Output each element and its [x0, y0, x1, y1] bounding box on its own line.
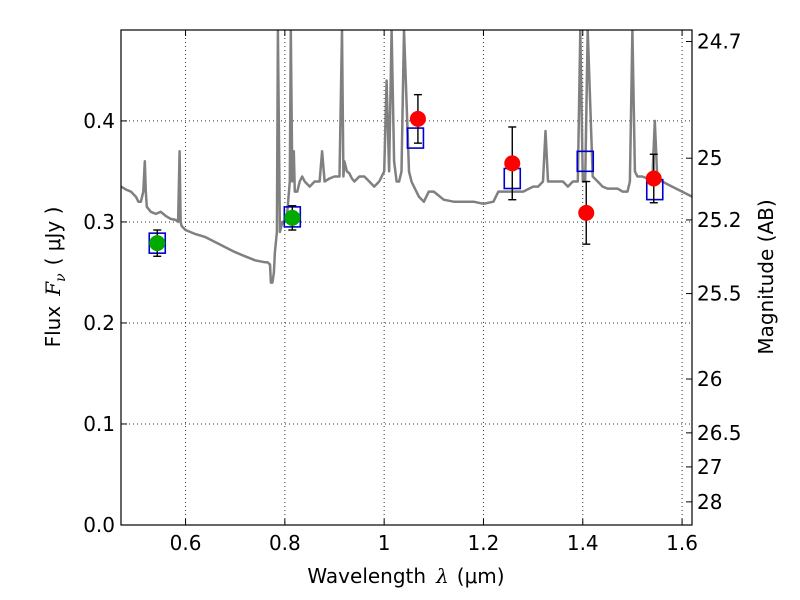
magnitude-tick-label: 27: [697, 455, 722, 479]
data-points-layer: [148, 93, 664, 257]
magnitude-tick-label: 26: [697, 367, 722, 391]
y-tick-label: 0.0: [83, 513, 115, 537]
model-spectrum-line: [121, 30, 692, 284]
observed-flux-point: [409, 110, 426, 127]
grid-lines: [121, 30, 692, 526]
plot-frame: [120, 29, 693, 526]
x-tick-label: 1: [378, 531, 391, 555]
x-tick-label: 0.6: [170, 531, 202, 555]
x-tick-label: 1.2: [468, 531, 500, 555]
x-tick-label: 1.4: [567, 531, 599, 555]
observed-flux-point: [645, 170, 662, 187]
model-spectrum-layer: [121, 30, 692, 284]
observed-flux-point: [504, 155, 521, 172]
x-tick-label: 1.6: [666, 531, 698, 555]
magnitude-axis-label: Magnitude (AB): [754, 199, 778, 354]
x-axis-label: Wavelength λ (μm): [307, 564, 504, 588]
observed-flux-point: [149, 235, 166, 252]
y-axis-ticks: 0.0 0.1 0.2 0.3 0.4: [83, 109, 127, 537]
magnitude-axis-ticks: 24.7 25 25.2 25.5 26 26.5 27 28: [686, 30, 742, 514]
magnitude-tick-label: 25: [697, 146, 722, 170]
model-photometry-square: [576, 150, 595, 173]
magnitude-tick-label: 25.5: [697, 282, 742, 306]
y-axis-label: FluxFν( μJy ): [41, 207, 69, 348]
magnitude-tick-label: 28: [697, 490, 722, 514]
x-axis-ticks: 0.6 0.8 1 1.2 1.4 1.6: [170, 30, 698, 555]
x-tick-label: 0.8: [269, 531, 301, 555]
y-tick-label: 0.1: [83, 412, 115, 436]
observed-flux-point: [284, 209, 301, 226]
model-photometry-square: [406, 127, 425, 149]
observed-flux-point: [578, 204, 595, 221]
y-tick-label: 0.4: [83, 109, 115, 133]
magnitude-tick-label: 24.7: [697, 30, 742, 54]
y-tick-label: 0.2: [83, 311, 115, 335]
y-tick-label: 0.3: [83, 210, 115, 234]
magnitude-tick-label: 26.5: [697, 421, 742, 445]
magnitude-tick-label: 25.2: [697, 208, 742, 232]
